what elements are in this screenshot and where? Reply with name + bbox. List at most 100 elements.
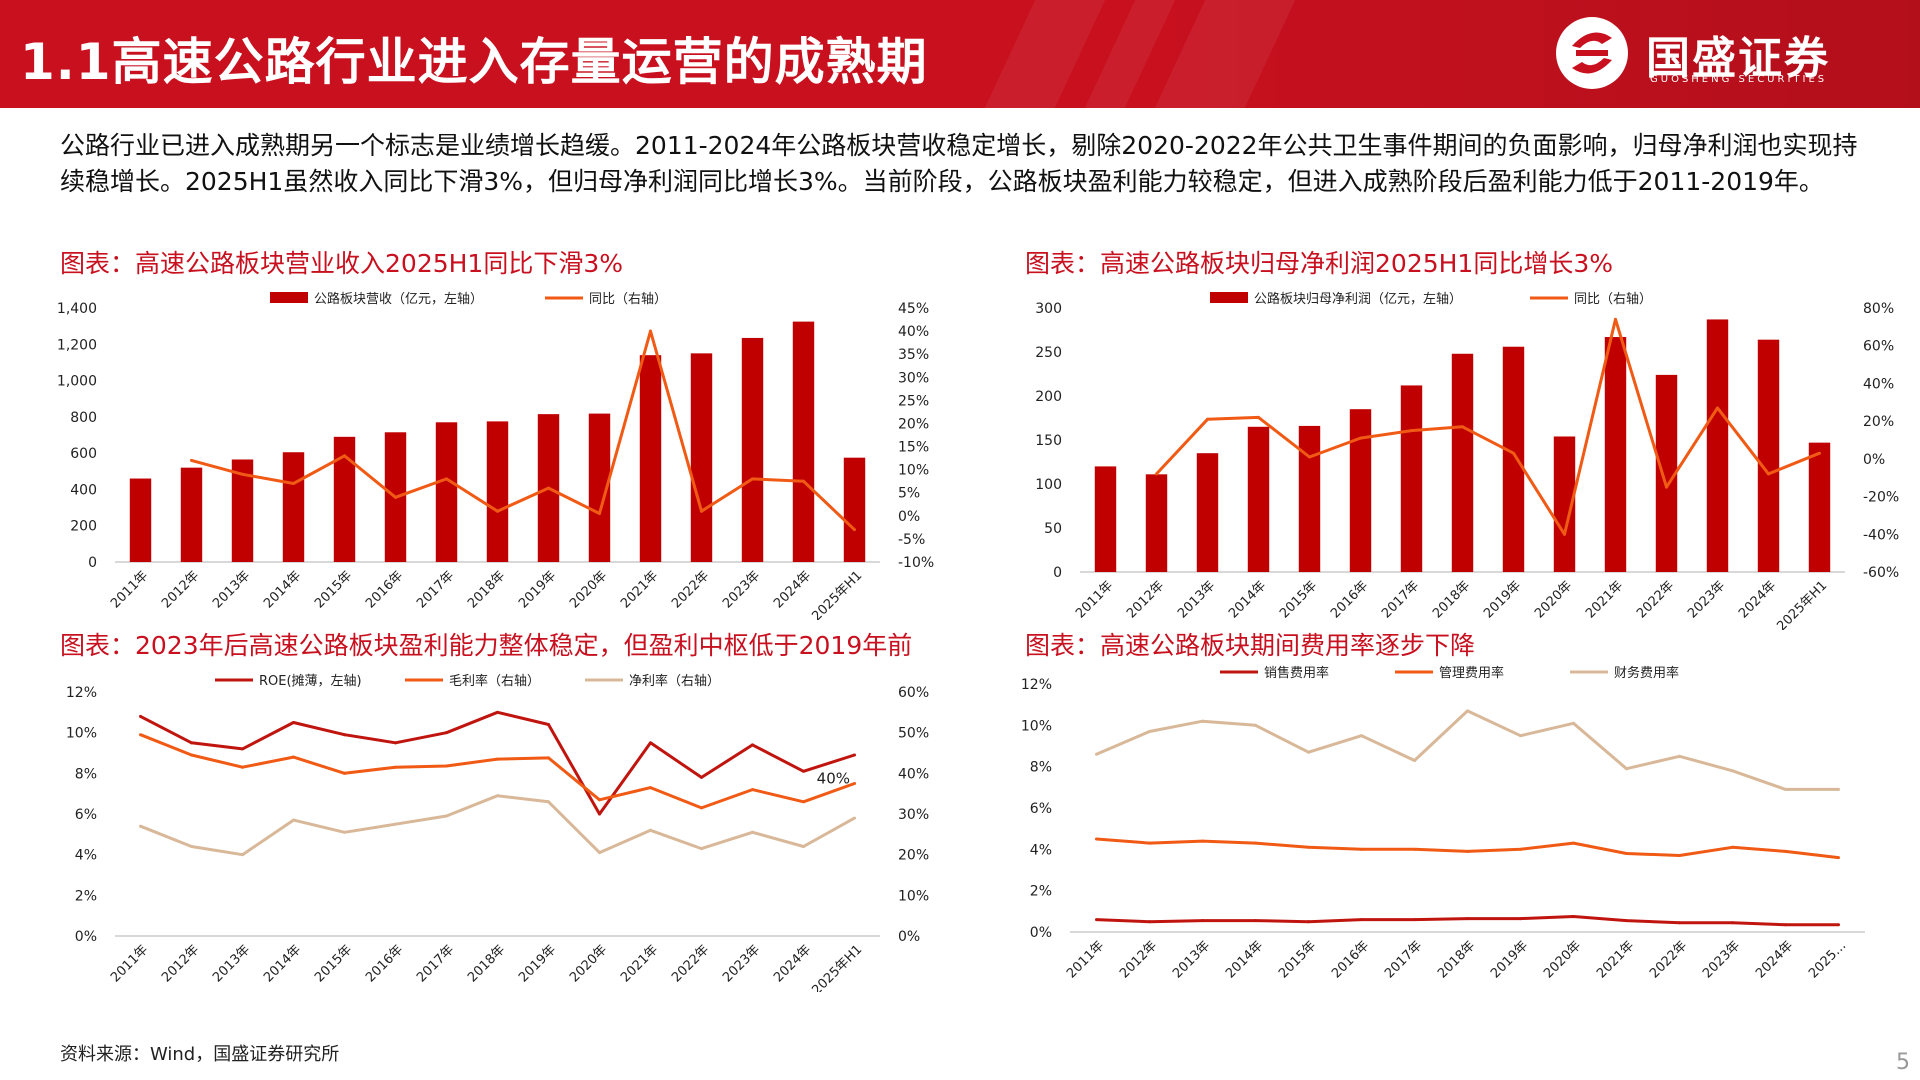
series-line [1095,709,1839,791]
data-point [1257,415,1260,419]
data-point [1731,845,1734,849]
data-point [1625,767,1628,771]
data-point [1818,451,1821,455]
data-point [853,528,856,532]
legend-label: ROE(摊薄，左轴) [259,674,362,689]
x-tick-label: 2016年 [363,942,406,985]
x-tick-label: 2013年 [210,942,253,985]
data-point [1095,752,1098,756]
data-point [802,845,805,849]
y-right-tick-label: 5% [898,486,920,502]
x-tick-label: 2023年 [720,568,763,611]
y-left-tick-label: 6% [75,807,97,823]
x-tick-label: 2025年H1 [809,568,865,620]
x-tick-label: 2017年 [1382,938,1425,981]
data-point [1665,485,1668,489]
data-point [1466,709,1469,713]
data-point [598,512,601,516]
data-point [1413,758,1416,762]
data-point [649,828,652,832]
data-point [1095,918,1098,922]
data-point [394,765,397,769]
x-tick-label: 2024年 [1753,938,1796,981]
y-left-tick-label: 1,200 [57,337,97,353]
bar [792,321,815,562]
y-left-tick-label: 10% [66,726,97,742]
bar [741,337,764,562]
x-tick-label: 2012年 [159,568,202,611]
y-left-tick-label: 8% [75,766,97,782]
x-tick-label: 2022年 [1647,938,1690,981]
data-point [1784,923,1787,927]
revenue-chart: 0 200 400 600 800 1,000 1,200 1,400 -10% -5% 0% 5% 1… [57,291,934,620]
data-point [1519,847,1522,851]
y-left-tick-label: 10% [1021,718,1052,734]
y-left-tick-label: 100 [1035,477,1062,493]
x-tick-label: 2013年 [1175,578,1218,621]
x-tick-label: 2024年 [771,568,814,611]
x-tick-label: 2016年 [1328,578,1371,621]
y-left-tick-label: 400 [70,482,97,498]
bar [1553,436,1576,572]
data-point [1148,920,1151,924]
y-left-tick-label: 250 [1035,345,1062,361]
legend-label: 净利率（右轴） [629,673,720,689]
data-point [1572,915,1575,918]
annotation-label: 40% [817,769,850,787]
x-tick-label: 2014年 [261,568,304,611]
x-tick-label: 2025年H1 [809,942,865,992]
y-left-tick-label: 2% [75,888,97,904]
bar [1400,385,1423,572]
data-point [1155,472,1158,476]
data-point [1572,721,1575,725]
data-point [292,721,295,724]
y-right-tick-label: -40% [1863,527,1899,543]
data-point [700,509,703,513]
x-tick-label: 2019年 [1481,578,1524,621]
x-tick-label: 2014年 [1223,938,1266,981]
data-point [802,769,805,773]
data-point [1410,429,1413,433]
bar [588,413,611,562]
data-point [547,756,550,760]
data-point [292,755,295,759]
data-point [1837,923,1840,927]
data-point [547,723,550,727]
source-note: 资料来源：Wind，国盛证券研究所 [60,1044,340,1065]
y-left-tick-label: 200 [70,519,97,535]
x-tick-label: 2015年 [1277,578,1320,621]
x-tick-label: 2011年 [108,942,151,985]
data-point [1784,787,1787,791]
bar [1655,374,1678,572]
data-point [1360,847,1363,851]
x-tick-label: 2017年 [414,568,457,611]
bar [486,421,509,562]
net-profit-chart: 0 50 100 150 200 250 300 -60% -40% -20% 0% 20% 40% 60… [1035,291,1899,630]
legend-swatch [1210,292,1248,303]
y-right-tick-label: 0% [1863,452,1885,468]
y-left-tick-label: 6% [1030,801,1052,817]
x-tick-label: 2020年 [1541,938,1584,981]
data-point [700,806,703,810]
y-left-tick-label: 12% [66,685,97,701]
y-right-tick-label: 20% [898,416,929,432]
y-right-tick-label: 40% [898,324,929,340]
data-point [394,495,397,499]
data-point [343,454,346,458]
data-point [1678,754,1681,758]
data-point [1519,917,1522,921]
x-tick-label: 2021年 [1583,578,1626,621]
x-tick-label: 2024年 [771,942,814,985]
x-tick-label: 2011年 [108,568,151,611]
y-right-tick-label: 45% [898,301,929,317]
bar [1247,426,1270,572]
y-right-tick-label: 20% [898,848,929,864]
data-point [1837,787,1840,791]
legend-label: 销售费用率 [1264,665,1329,681]
y-left-tick-label: 0 [1053,565,1062,581]
x-tick-label: 2023年 [720,942,763,985]
page-number: 5 [1896,1050,1910,1075]
y-left-tick-label: 0% [75,929,97,945]
chart-title-profitability: 图表：2023年后高速公路板块盈利能力整体稳定，但盈利中枢低于2019年前 [60,631,913,660]
y-left-tick-label: 8% [1030,760,1052,776]
